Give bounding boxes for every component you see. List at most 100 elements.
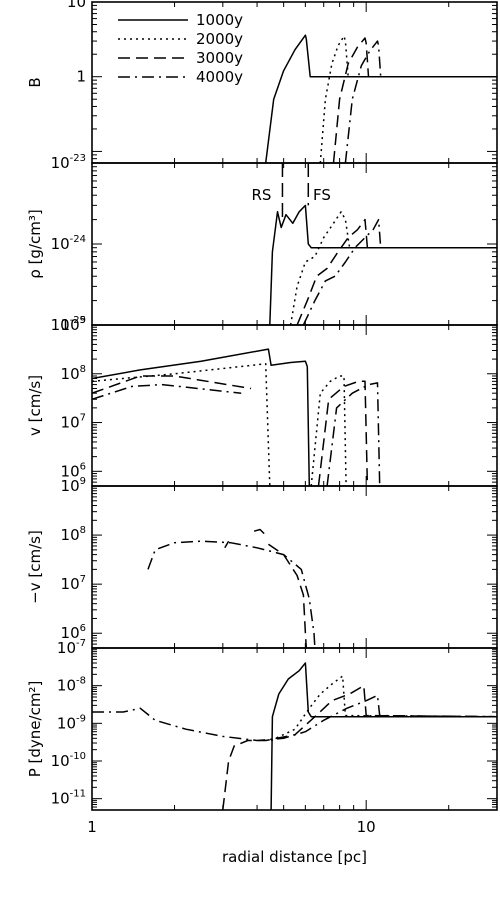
- series-line-B-dashdot-3: [344, 40, 497, 163]
- panel-frame-P: [91, 647, 498, 811]
- panel-frame-v: [91, 324, 498, 487]
- y-tick-base: 10: [61, 462, 80, 480]
- y-tick-label-B: 10: [67, 0, 86, 11]
- y-tick-label-rho: 10-24: [51, 234, 86, 253]
- y-tick-label-v: 108: [61, 364, 86, 383]
- y-tick-exponent: -11: [70, 789, 86, 800]
- y-tick-base: 10: [57, 677, 76, 695]
- y-tick-exponent: -10: [70, 751, 86, 762]
- y-tick-base: 10: [61, 365, 80, 383]
- y-tick-label-P: 10-7: [57, 638, 86, 657]
- series-line-v-dotted-1: [92, 363, 271, 486]
- legend-label-dashed: 3000y: [196, 49, 243, 67]
- legend-label-solid: 1000y: [196, 11, 243, 29]
- series-line-rho-dashed-2: [296, 218, 497, 325]
- y-axis-label-B: B: [26, 77, 44, 87]
- y-tick-base: 10: [61, 624, 80, 642]
- x-axis-label: radial distance [pc]: [222, 848, 367, 866]
- y-tick-base: 10: [51, 154, 70, 172]
- y-tick-base: 10: [61, 477, 80, 495]
- y-tick-exponent: 6: [80, 623, 86, 634]
- y-tick-label-B: 1: [76, 68, 86, 86]
- series-line-v-dotted-2: [310, 375, 347, 486]
- y-tick-base: 10: [61, 316, 80, 334]
- panel-frame-negv: [91, 485, 498, 649]
- y-tick-base: 10: [51, 235, 70, 253]
- series-line-v-dashed-4: [317, 380, 369, 486]
- y-tick-exponent: -9: [76, 713, 86, 724]
- series-line-P-dashdot-3: [92, 694, 497, 742]
- series-line-v-dashdot-6: [326, 382, 381, 486]
- series-line-rho-dotted-1: [289, 211, 497, 325]
- annotation-fs: FS: [313, 186, 331, 204]
- series-line-P-dashed-2: [222, 684, 497, 810]
- y-tick-base: 10: [61, 575, 80, 593]
- y-tick-base: 10: [57, 714, 76, 732]
- series-line-v-dashdot-5: [92, 383, 242, 401]
- series-line-v-dashed-3: [92, 375, 252, 394]
- y-axis-label-rho: ρ [g/cm³]: [26, 209, 44, 278]
- series-line-negv-dashed-0: [253, 528, 267, 536]
- y-tick-exponent: 9: [80, 476, 86, 487]
- y-tick-label-P: 10-9: [57, 713, 86, 732]
- y-tick-label-v: 106: [61, 461, 86, 480]
- series-line-P-solid-0: [270, 662, 497, 810]
- y-tick-base: 10: [51, 790, 70, 808]
- y-tick-label-negv: 107: [61, 574, 86, 593]
- series-line-B-solid-0: [264, 34, 497, 163]
- y-tick-exponent: -8: [76, 676, 86, 687]
- series-line-v-solid-0: [92, 348, 311, 486]
- y-tick-base: 10: [51, 752, 70, 770]
- y-tick-label-v: 107: [61, 413, 86, 432]
- series-line-rho-dashdot-3: [302, 218, 497, 325]
- panel-frame-B: [91, 1, 498, 164]
- series-line-negv-dashdot-3: [147, 540, 316, 648]
- series-line-negv-dashed-1: [224, 540, 230, 549]
- series-group-P: [92, 662, 497, 810]
- y-axis-label-v: v [cm/s]: [26, 375, 44, 436]
- y-tick-exponent: -7: [76, 638, 86, 649]
- x-tick-label: 10: [357, 818, 376, 836]
- annotation-rs: RS: [251, 186, 271, 204]
- y-tick-exponent: -25: [70, 315, 86, 326]
- y-tick-base: 10: [61, 526, 80, 544]
- y-tick-exponent: 9: [80, 315, 86, 326]
- series-line-B-dotted-1: [319, 35, 497, 163]
- y-tick-base: 10: [57, 639, 76, 657]
- series-line-B-dashed-2: [332, 37, 497, 163]
- series-group-rho: [269, 204, 497, 325]
- panel-B: 1 10 B: [26, 0, 498, 164]
- legend-label-dashdot: 4000y: [196, 68, 243, 86]
- y-tick-label-negv: 106: [61, 623, 86, 642]
- y-tick-label-v: 109: [61, 315, 86, 334]
- y-tick-base: 10: [61, 414, 80, 432]
- y-tick-label-P: 10-10: [51, 751, 86, 770]
- series-group-v: [92, 348, 381, 486]
- y-tick-exponent: 8: [80, 525, 86, 536]
- y-tick-label-negv: 109: [61, 476, 86, 495]
- y-tick-label-P: 10-8: [57, 676, 86, 695]
- y-tick-exponent: 7: [80, 574, 86, 585]
- y-tick-label-negv: 108: [61, 525, 86, 544]
- y-tick-label-rho: 10-25: [51, 315, 86, 334]
- y-tick-label-P: 10-11: [51, 789, 86, 808]
- series-line-negv-dashed-2: [267, 543, 308, 648]
- y-tick-exponent: -23: [70, 153, 86, 164]
- y-axis-label-negv: −v [cm/s]: [26, 530, 44, 604]
- y-tick-label-rho: 10-23: [51, 153, 86, 172]
- series-line-P-dotted-1: [270, 675, 497, 742]
- y-tick-base: 10: [51, 316, 70, 334]
- legend-label-dotted: 2000y: [196, 30, 243, 48]
- y-axis-label-P: P [dyne/cm²]: [26, 681, 44, 778]
- series-line-rho-solid-0: [269, 204, 497, 325]
- series-group-B: [264, 34, 497, 163]
- y-tick-exponent: 8: [80, 364, 86, 375]
- y-tick-exponent: 7: [80, 413, 86, 424]
